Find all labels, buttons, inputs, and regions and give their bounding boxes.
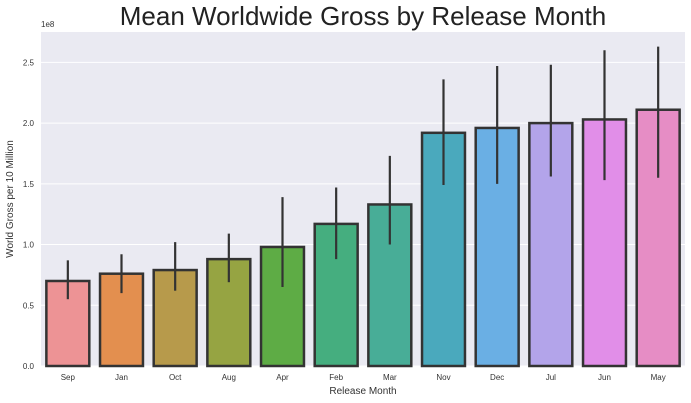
x-tick-label: May — [651, 373, 666, 382]
y-tick-label: 1.5 — [23, 180, 35, 189]
y-tick-label: 0.0 — [23, 362, 35, 371]
x-axis-label: Release Month — [329, 386, 396, 397]
plot-background — [41, 32, 685, 366]
y-tick-label: 2.0 — [23, 119, 35, 128]
y-exponent-label: 1e8 — [41, 20, 55, 29]
x-tick-label: Mar — [383, 373, 397, 382]
grid-lines — [41, 61, 685, 367]
chart-title: Mean Worldwide Gross by Release Month — [120, 1, 607, 31]
x-tick-label: Jun — [598, 373, 611, 382]
x-tick-label: Aug — [222, 373, 236, 382]
x-tick-label: Dec — [490, 373, 504, 382]
y-tick-label: 1.0 — [23, 241, 35, 250]
x-tick-label: Nov — [436, 373, 450, 382]
y-axis-label: World Gross per 10 Million — [5, 140, 16, 258]
y-tick-label: 0.5 — [23, 301, 35, 310]
x-tick-label: Jan — [115, 373, 128, 382]
y-tick-label: 2.5 — [23, 58, 35, 67]
x-tick-label: Oct — [169, 373, 182, 382]
x-tick-label: Sep — [61, 373, 76, 382]
error-bars — [66, 46, 660, 300]
x-tick-label: Apr — [276, 373, 289, 382]
x-tick-label: Jul — [546, 373, 556, 382]
y-tick-labels: 0.0 0.5 1.0 1.5 2.0 2.5 — [23, 58, 35, 371]
x-tick-label: Feb — [329, 373, 343, 382]
x-tick-labels: Sep Jan Oct Aug Apr Feb Mar Nov Dec Jul Jun May — [61, 373, 666, 382]
bar-may — [635, 108, 681, 368]
bar-feb — [313, 222, 359, 368]
